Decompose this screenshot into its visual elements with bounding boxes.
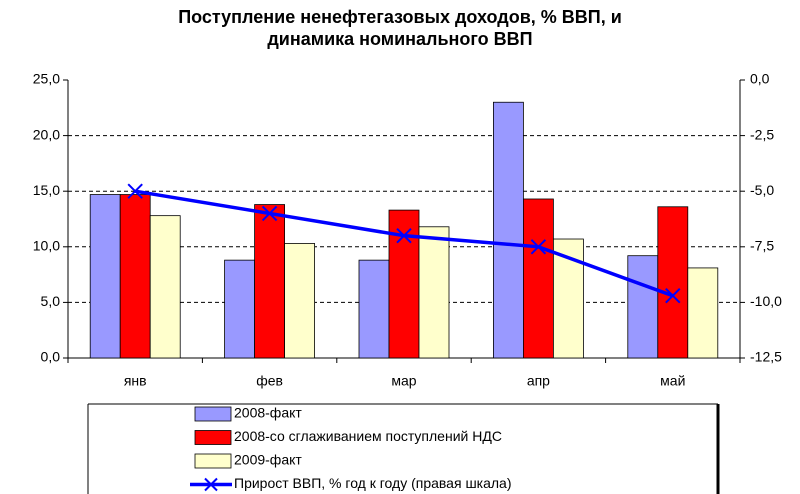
x-tick-label: апр (527, 373, 550, 389)
y-tick-label: 10,0 (33, 238, 60, 254)
bar (492, 101, 524, 359)
marker (665, 288, 681, 304)
bar (89, 194, 121, 359)
x-tick-label: янв (124, 373, 147, 389)
x-tick-label: фев (256, 373, 283, 389)
bar (627, 255, 659, 359)
y2-tick-label: -2,5 (750, 126, 774, 142)
marker (396, 227, 412, 244)
y-tick-label: 0,0 (41, 349, 61, 365)
marker (127, 183, 143, 199)
y2-tick-label: -10,0 (750, 293, 782, 309)
y-tick-label: 5,0 (41, 293, 61, 309)
bar (224, 259, 256, 359)
y2-tick-label: -12,5 (750, 349, 782, 365)
legend-swatch (194, 453, 232, 469)
bar (523, 198, 554, 359)
legend-label: 2008-со сглаживанием поступлений НДС (234, 428, 502, 444)
chart-title: Поступление ненефтегазовых доходов, % ВВ… (178, 7, 622, 49)
y-tick-label: 20,0 (33, 126, 60, 142)
legend-label: Прирост ВВП, % год к году (правая шкала) (234, 475, 512, 491)
x-tick-label: май (660, 373, 685, 389)
bar (254, 204, 286, 359)
legend-swatch (194, 430, 232, 445)
y2-tick-label: -7,5 (750, 238, 774, 254)
bar (687, 267, 719, 359)
legend-swatch (194, 406, 232, 422)
bar (149, 215, 181, 359)
marker (261, 205, 278, 222)
bar (418, 226, 450, 359)
y2-tick-label: 0,0 (750, 71, 770, 87)
bar (657, 206, 689, 359)
legend-marker (204, 477, 218, 492)
bar (119, 194, 151, 359)
legend-label: 2009-факт (234, 452, 302, 468)
bar (284, 243, 316, 359)
y-tick-label: 25,0 (33, 71, 60, 87)
legend-label: 2008-факт (234, 405, 302, 421)
marker (530, 239, 547, 255)
bar (358, 259, 390, 359)
y-tick-label: 15,0 (33, 182, 60, 198)
y2-tick-label: -5,0 (750, 182, 774, 198)
x-tick-label: мар (391, 373, 416, 389)
